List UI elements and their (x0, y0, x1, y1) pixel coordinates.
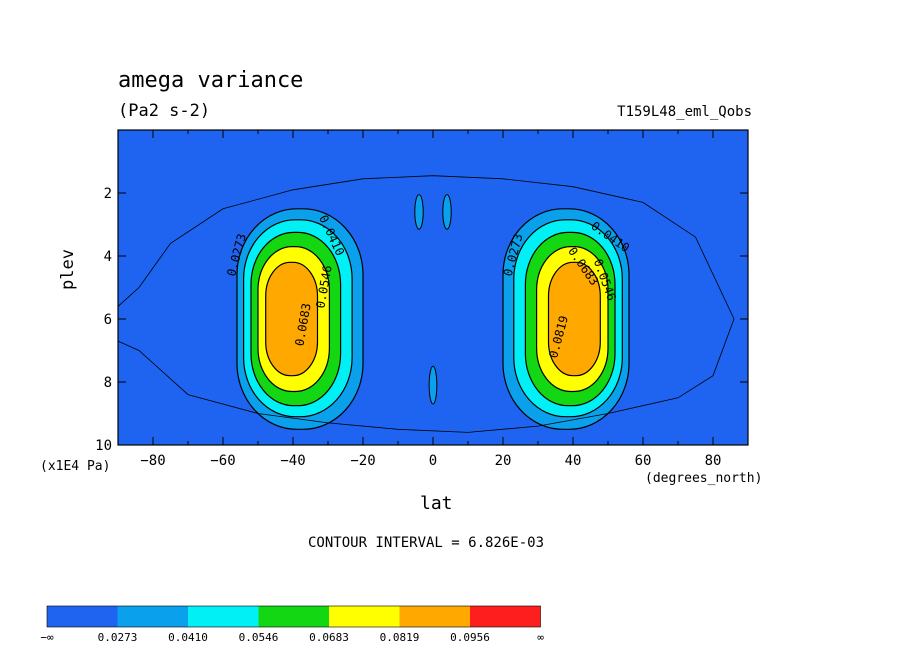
equatorial-contour (428, 365, 438, 405)
x-tick-label: −20 (350, 453, 375, 469)
colorbar-swatch (258, 606, 329, 627)
colorbar-swatch (117, 606, 188, 627)
y-axis-units: (x1E4 Pa) (40, 459, 111, 474)
y-tick-label: 10 (95, 438, 112, 454)
axes: −80 −60 −40 −20 0 20 40 60 80 2 4 6 8 10 (95, 129, 749, 469)
equatorial-contour (414, 194, 424, 230)
y-tick-label: 8 (104, 375, 112, 391)
colorbar-label: −∞ (40, 631, 54, 644)
y-tick-label: 4 (104, 249, 112, 265)
colorbar-label: 0.0546 (239, 631, 279, 644)
contour-fill (265, 261, 319, 377)
colorbar: −∞ 0.0273 0.0410 0.0546 0.0683 0.0819 0.0956 ∞ (40, 605, 544, 644)
equatorial-contour (442, 194, 452, 230)
x-tick-label: −80 (140, 453, 165, 469)
x-tick-label: 40 (565, 453, 582, 469)
run-label: T159L48_eml_Qobs (617, 104, 752, 120)
colorbar-swatch (399, 606, 470, 627)
colorbar-label: 0.0956 (450, 631, 490, 644)
colorbar-swatch (47, 606, 118, 627)
x-axis-units: (degrees_north) (645, 471, 763, 486)
chart-title: amega variance (118, 68, 304, 93)
colorbar-label: 0.0683 (309, 631, 349, 644)
colorbar-swatch (329, 606, 400, 627)
colorbar-swatch (470, 606, 541, 627)
colorbar-label: 0.0410 (168, 631, 208, 644)
contour-fill (547, 261, 601, 377)
colorbar-frame (46, 605, 541, 628)
x-tick-label: 60 (635, 453, 652, 469)
chart-units: (Pa2 s-2) (118, 101, 211, 121)
x-tick-label: 0 (429, 453, 437, 469)
colorbar-label: 0.0273 (98, 631, 138, 644)
contour-fills (236, 194, 630, 430)
y-tick-label: 2 (104, 186, 112, 202)
contour-interval: CONTOUR INTERVAL = 6.826E-03 (308, 535, 545, 551)
x-tick-label: 20 (495, 453, 512, 469)
outer-contour-line (117, 175, 735, 433)
y-tick-label: 6 (104, 312, 112, 328)
x-axis-label: lat (420, 493, 453, 514)
x-tick-label: −60 (210, 453, 235, 469)
colorbar-label: 0.0819 (380, 631, 420, 644)
x-tick-label: 80 (705, 453, 722, 469)
colorbar-label: ∞ (537, 631, 544, 644)
colorbar-swatch (188, 606, 259, 627)
x-tick-label: −40 (280, 453, 305, 469)
contour-lines (117, 175, 735, 433)
